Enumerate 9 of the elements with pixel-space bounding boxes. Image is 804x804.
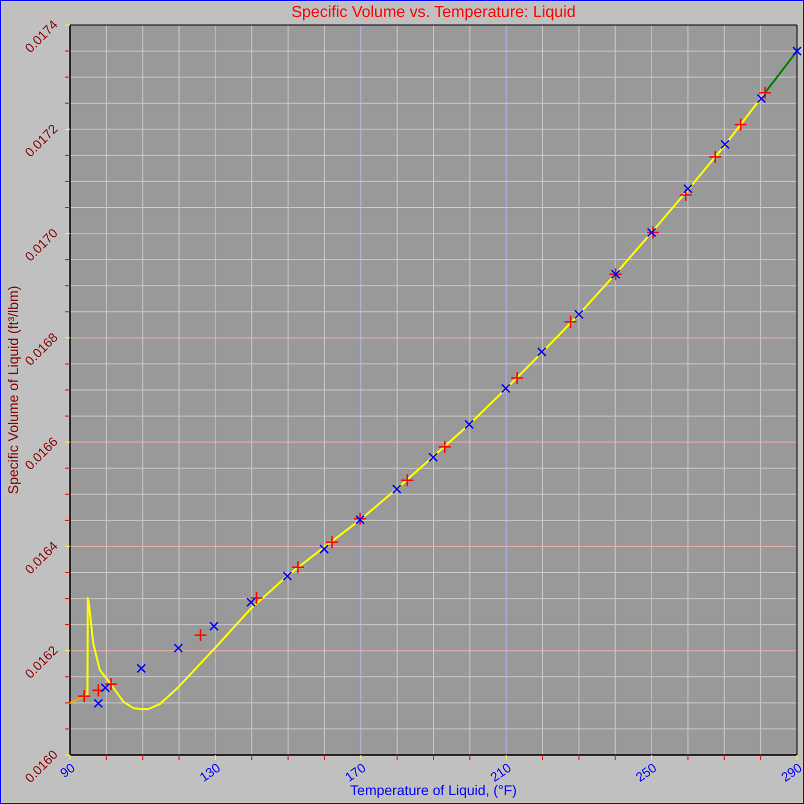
- x-axis-title: Temperature of Liquid, (°F): [350, 782, 517, 798]
- x-tick-label: 210: [488, 760, 514, 785]
- y-axis-title: Specific Volume of Liquid (ft³/lbm): [4, 286, 21, 494]
- x-tick-label: 250: [632, 760, 660, 785]
- x-tick-label: 130: [196, 760, 224, 785]
- x-tick-label: 170: [342, 760, 368, 785]
- x-tick-label: 90: [57, 760, 78, 781]
- x-tick-label: 290: [778, 760, 804, 785]
- chart-title: Specific Volume vs. Temperature: Liquid: [291, 4, 576, 21]
